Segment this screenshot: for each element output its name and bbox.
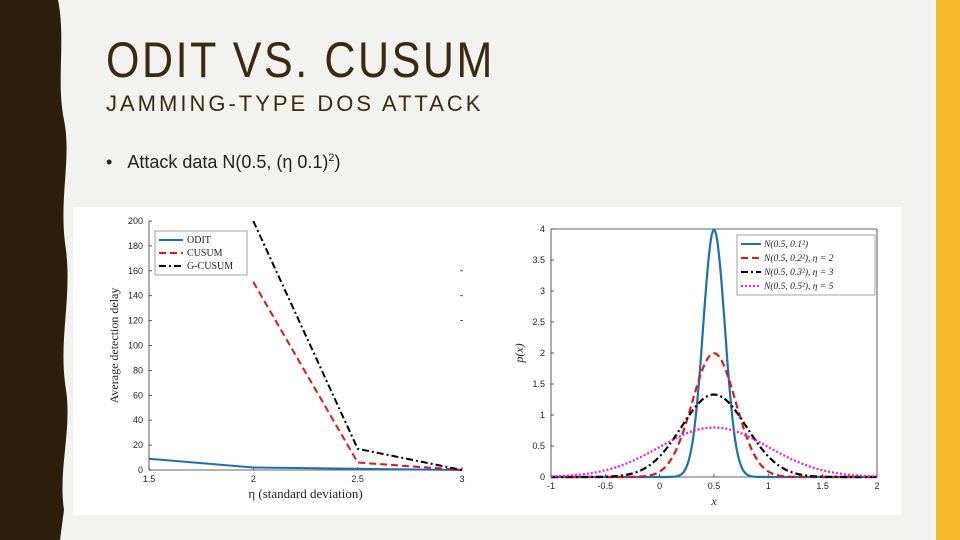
y-tick-label: 4 [540,224,545,234]
y-tick-label: 0 [138,465,143,475]
bullet-superscript: 2 [328,152,335,164]
detection-delay-chart: 1.5 2 2.5 3 0 20 40 60 80 100 120 140 160 180 200 ODIT C… [107,216,465,501]
x-tick-label: 2 [874,481,879,491]
density-curve [551,393,877,479]
y-tick-label: 0 [540,472,545,482]
y-tick-label: 140 [128,291,143,301]
x-tick-label: 0.5 [708,481,721,491]
bullet-marker: • [106,152,113,172]
bullet-text: Attack data N(0.5, (η 0.1) [127,152,329,172]
y-tick-label: 2 [540,348,545,358]
figure-panel: 1.5 2 2.5 3 0 20 40 60 80 100 120 140 160 180 200 ODIT C… [73,207,901,515]
series-line-odit [149,457,463,471]
y-tick-label: 40 [133,415,143,425]
density-curve [550,426,878,478]
legend-label: N(0.5, 0.3²), η = 3 [763,267,834,278]
left-decorative-border [0,0,68,540]
density-chart: -1 -0.5 0 0.5 1 1.5 2 0 0.5 1 1.5 2 2.5 3 3.5 4 N(0.5, 0… [512,224,880,508]
y-tick-label: 3 [540,286,545,296]
y-tick-label: 120 [128,316,143,326]
y-axis-label: Average detection delay [107,288,121,404]
y-tick-label: 160 [128,266,143,276]
x-tick-label: -1 [547,481,555,491]
density-curve [551,352,877,479]
y-tick-label: 1.5 [532,379,545,389]
legend-label: CUSUM [187,248,223,259]
slide-title: ODIT VS. CUSUM [106,32,495,88]
y-tick-label: 60 [133,390,143,400]
x-axis-label: η (standard deviation) [248,486,362,501]
series-line-g-cusum [252,220,463,471]
x-tick-label: 1.5 [816,481,829,491]
y-tick-label: 20 [133,440,143,450]
y-tick-label: 200 [128,216,143,226]
legend-label: N(0.5, 0.5²), η = 5 [763,281,834,292]
series-line-cusum [252,281,463,471]
y-tick-label: 2.5 [532,317,545,327]
x-tick-label: 2.5 [351,474,364,484]
y-axis-label: p(x) [512,343,526,363]
x-tick-label: 0 [657,481,662,491]
y-tick-label: 3.5 [532,255,545,265]
y-tick-label: 0.5 [532,441,545,451]
y-tick-label: 100 [128,341,143,351]
x-tick-label: 2 [251,474,256,484]
legend-label: N(0.5, 0.2²), η = 2 [763,253,834,264]
legend-label: G-CUSUM [187,261,233,272]
slide-subtitle: JAMMING-TYPE DOS ATTACK [106,91,484,116]
y-tick-label: 80 [133,365,143,375]
x-tick-label: 1.5 [143,474,156,484]
x-tick-label: 1 [766,481,771,491]
x-tick-label: 3 [459,474,464,484]
y-tick-label: 180 [128,241,143,251]
y-tick-label: 1 [540,410,545,420]
bullet-item: • Attack data N(0.5, (η 0.1)2) [106,152,341,173]
bullet-close: ) [334,152,341,172]
right-accent-strip [936,0,960,540]
legend-label: ODIT [187,235,211,246]
x-axis-label: x [710,494,717,508]
legend-label: N(0.5, 0.1²) [763,239,808,250]
x-tick-label: -0.5 [598,481,614,491]
